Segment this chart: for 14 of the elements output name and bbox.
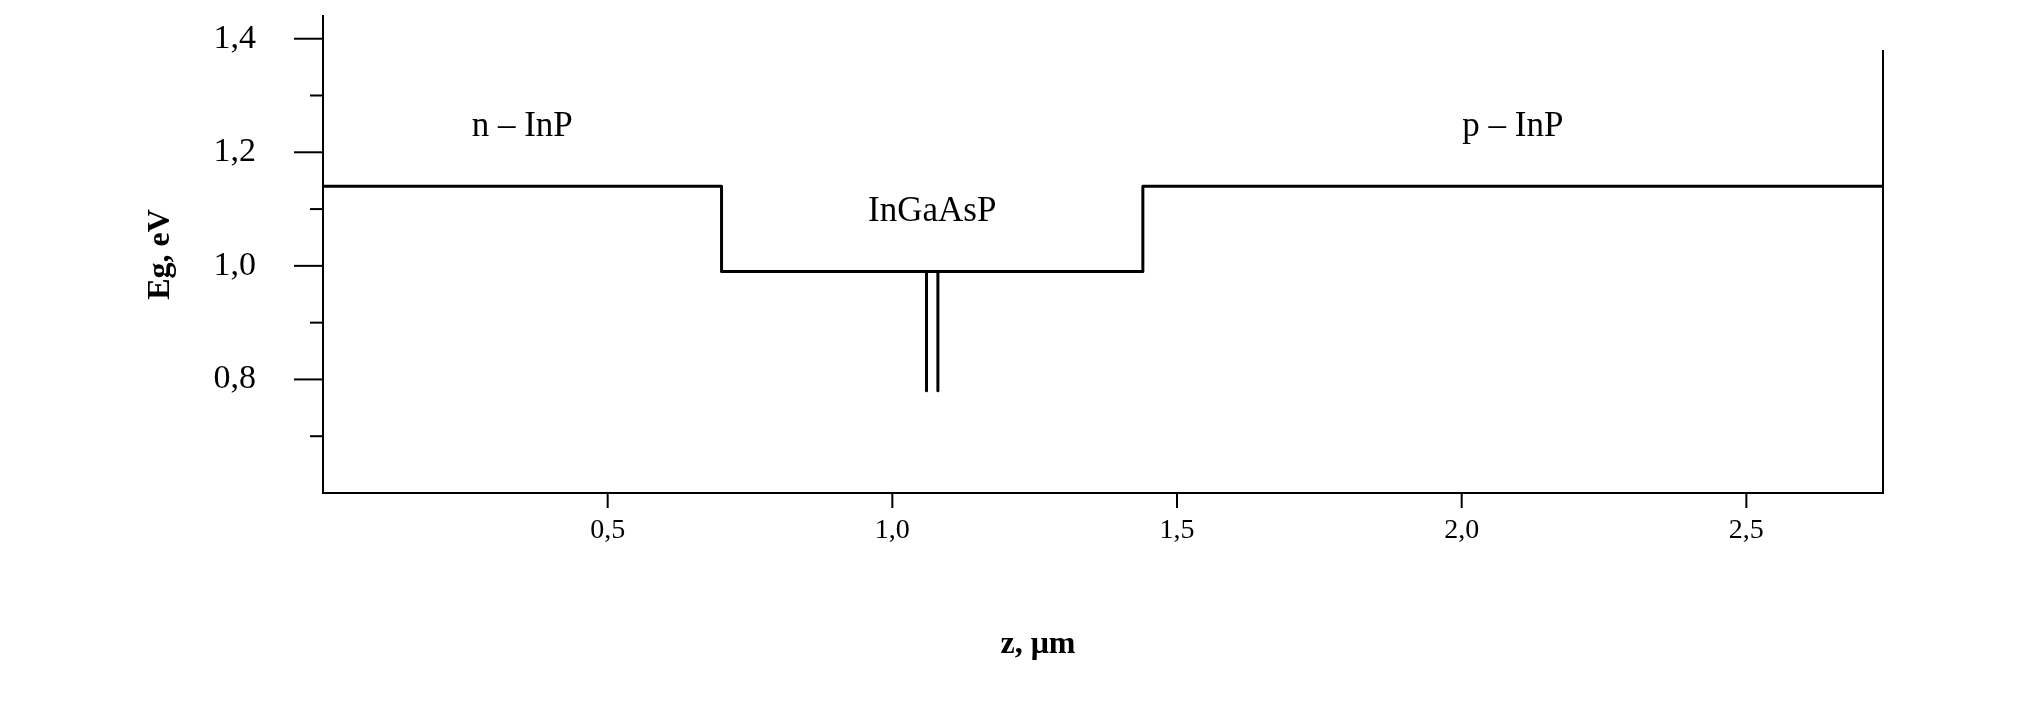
x-tick-label: 0,5 [590, 513, 626, 545]
y-tick-label: 1,2 [213, 131, 256, 169]
y-axis-title: Eg, eV [140, 209, 177, 300]
annotation: InGaAsP [868, 189, 997, 229]
y-tick-label: 0,8 [213, 358, 256, 396]
annotation: n – InP [471, 104, 573, 144]
x-tick-label: 2,0 [1444, 513, 1480, 545]
x-axis-title: z, μm [1000, 624, 1076, 661]
annotation: p – InP [1462, 104, 1564, 144]
x-tick-label: 2,5 [1728, 513, 1764, 545]
y-tick-label: 1,4 [213, 17, 256, 55]
x-tick-label: 1,5 [1159, 513, 1195, 545]
y-tick-label: 1,0 [213, 244, 256, 282]
x-tick-label: 1,0 [874, 513, 910, 545]
